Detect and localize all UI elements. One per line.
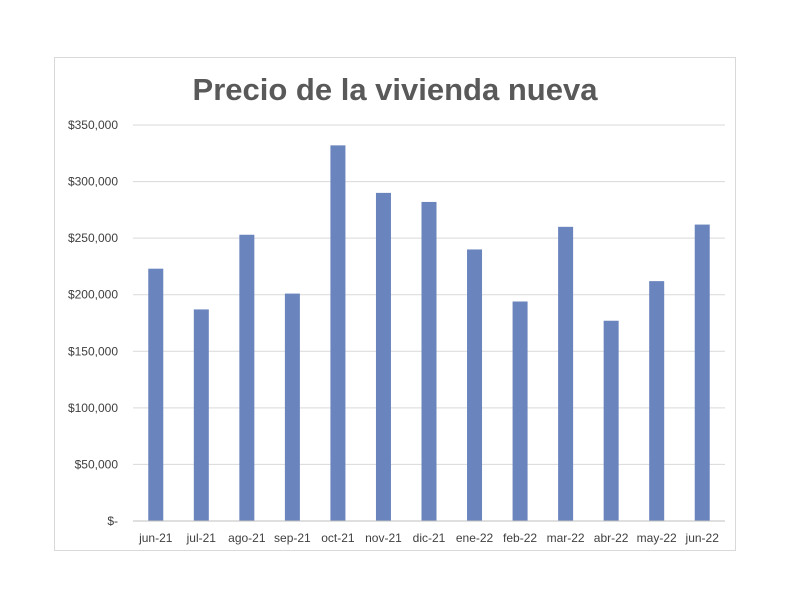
bar-sep-21 <box>284 293 300 521</box>
x-tick-label: ago-21 <box>228 531 266 545</box>
bar-oct-21 <box>330 145 346 521</box>
bar-nov-21 <box>375 192 391 521</box>
y-tick-label: $200,000 <box>68 288 118 302</box>
x-tick-label: sep-21 <box>274 531 311 545</box>
y-tick-label: $100,000 <box>68 401 118 415</box>
x-tick-label: ene-22 <box>456 531 494 545</box>
bar-ene-22 <box>467 249 483 521</box>
y-tick-label: $- <box>107 514 118 528</box>
x-tick-label: feb-22 <box>503 531 537 545</box>
y-tick-label: $50,000 <box>75 457 119 471</box>
x-tick-label: jun-22 <box>685 531 720 545</box>
bar-jul-21 <box>193 309 209 521</box>
bar-jun-21 <box>148 268 164 521</box>
bar-dic-21 <box>421 201 437 522</box>
x-tick-label: jul-21 <box>186 531 217 545</box>
bar-feb-22 <box>512 301 528 521</box>
x-tick-label: abr-22 <box>594 531 629 545</box>
x-tick-label: mar-22 <box>547 531 585 545</box>
x-tick-label: jun-21 <box>138 531 173 545</box>
y-tick-label: $150,000 <box>68 344 118 358</box>
x-tick-label: oct-21 <box>321 531 355 545</box>
x-tick-label: dic-21 <box>413 531 446 545</box>
x-axis: jun-21 jul-21 ago-21 sep-21 oct-21 nov-21 dic-… <box>133 520 725 545</box>
chart-container: Precio de la vivienda nueva $- $50,000 $10… <box>54 57 736 551</box>
y-tick-label: $350,000 <box>68 118 118 132</box>
bar-may-22 <box>649 281 665 521</box>
y-tick-label: $300,000 <box>68 175 118 189</box>
y-axis: $- $50,000 $100,000 $150,000 $200,000 $250,00… <box>68 118 118 528</box>
bar-abr-22 <box>603 320 619 521</box>
bar-ago-21 <box>239 234 255 521</box>
bars-layer <box>148 145 710 522</box>
bar-jun-22 <box>694 224 710 521</box>
bar-chart: Precio de la vivienda nueva $- $50,000 $10… <box>68 72 725 545</box>
x-tick-label: may-22 <box>637 531 677 545</box>
bar-mar-22 <box>558 226 574 522</box>
y-tick-label: $250,000 <box>68 231 118 245</box>
chart-title: Precio de la vivienda nueva <box>193 72 599 107</box>
x-tick-label: nov-21 <box>365 531 402 545</box>
